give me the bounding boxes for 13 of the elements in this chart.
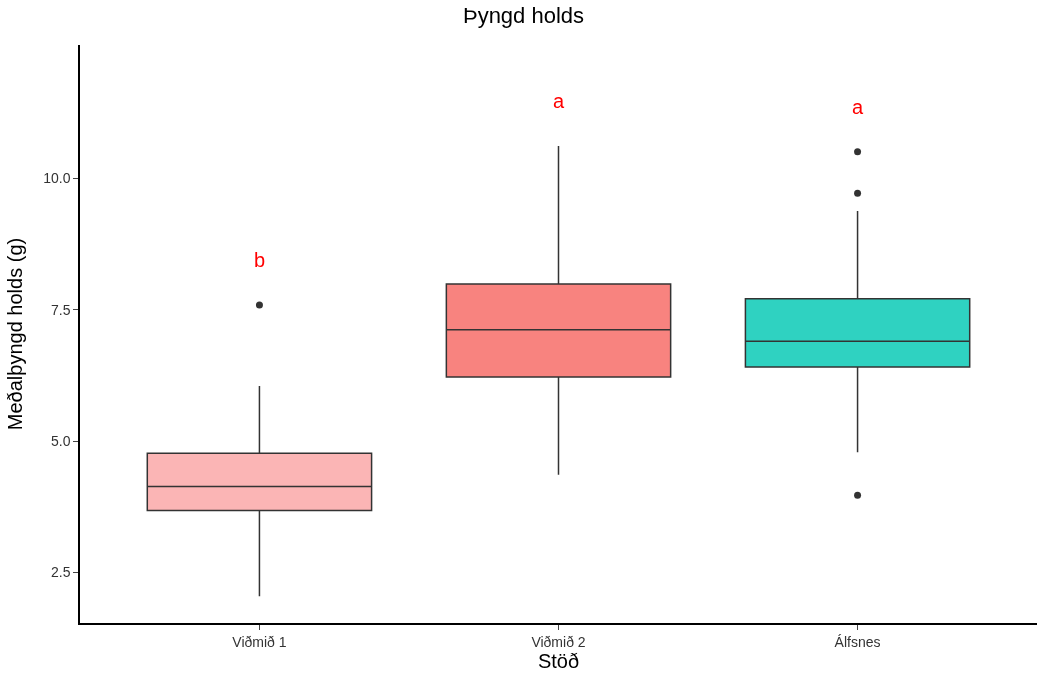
y-tick-label: 10.0 bbox=[43, 170, 71, 187]
y-axis-title: Meðalþyngd holds (g) bbox=[4, 237, 27, 431]
x-tick-label: Viðmið 1 bbox=[232, 633, 287, 650]
annotation: a bbox=[553, 90, 565, 112]
x-axis-title: Stöð bbox=[537, 649, 580, 672]
annotation: b bbox=[254, 249, 266, 271]
annotation: a bbox=[852, 96, 864, 118]
x-tick-label: Viðmið 2 bbox=[531, 633, 586, 650]
y-tick-label: 7.5 bbox=[50, 301, 71, 318]
x-tick-label: Álfsnes bbox=[834, 633, 881, 650]
chart-title: Þyngd holds bbox=[462, 2, 585, 28]
y-tick-label: 2.5 bbox=[50, 564, 71, 581]
y-tick-label: 5.0 bbox=[50, 433, 71, 450]
